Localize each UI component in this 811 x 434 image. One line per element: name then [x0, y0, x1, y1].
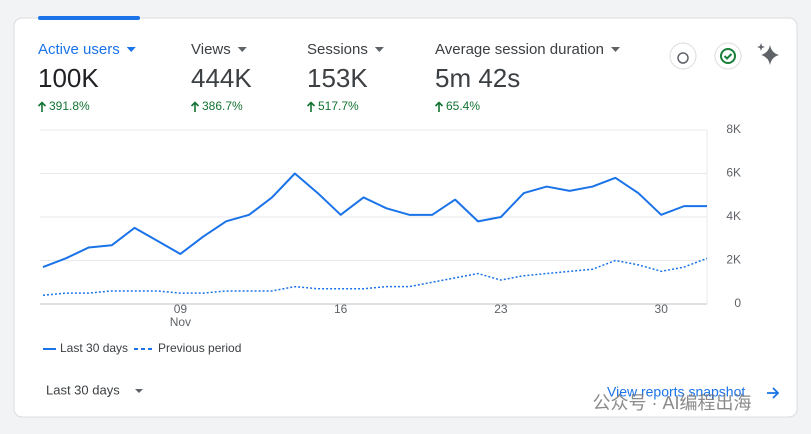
- metric-change: 65.4%: [446, 99, 480, 113]
- tab-indicator: [38, 16, 140, 20]
- check-icon[interactable]: [714, 42, 742, 70]
- watermark: 公众号 · AI编程出海: [592, 393, 751, 413]
- metric-label[interactable]: Average session duration: [435, 41, 604, 58]
- metric-dropdown-arrow: [126, 47, 136, 52]
- metric-value: 153K: [307, 63, 368, 93]
- x-month-label: Nov: [170, 315, 191, 329]
- y-tick-label: 0: [734, 296, 741, 310]
- badge-icon[interactable]: [669, 42, 697, 70]
- x-tick-label: 30: [655, 302, 669, 316]
- badge-glyph: [677, 52, 689, 64]
- check-ring: [720, 48, 736, 64]
- metric-value: 5m 42s: [435, 63, 520, 93]
- metric-label[interactable]: Active users: [38, 41, 120, 58]
- metric-change: 386.7%: [202, 99, 243, 113]
- legend-label: Last 30 days: [60, 341, 128, 355]
- up-arrow: [434, 101, 444, 112]
- x-tick-label: 09: [174, 302, 188, 316]
- x-tick-label: 16: [334, 302, 348, 316]
- metric-value: 444K: [191, 63, 252, 93]
- check-circle: [714, 42, 742, 70]
- insights-icon[interactable]: [757, 43, 779, 65]
- metric-dropdown-arrow: [374, 47, 384, 52]
- series-line: [42, 172, 707, 268]
- date-range-dropdown[interactable]: Last 30 days: [46, 382, 120, 397]
- legend-label: Previous period: [158, 341, 241, 355]
- check-glyph: [723, 53, 733, 60]
- up-arrow: [306, 101, 316, 112]
- up-arrow: [37, 101, 47, 112]
- y-tick-label: 8K: [726, 122, 741, 136]
- y-tick-label: 2K: [726, 253, 741, 267]
- metric-dropdown-arrow: [611, 47, 620, 52]
- link-arrow[interactable]: [767, 387, 780, 399]
- metric-label[interactable]: Sessions: [307, 41, 368, 58]
- up-arrow: [190, 101, 200, 112]
- metric-dropdown-arrow: [237, 47, 247, 52]
- metric-value: 100K: [38, 63, 99, 93]
- series-line: [42, 257, 708, 297]
- x-tick-label: 23: [494, 302, 508, 316]
- badge-circle: [669, 42, 697, 70]
- y-tick-label: 4K: [726, 209, 741, 223]
- y-tick-label: 6K: [726, 166, 741, 180]
- view-report-link[interactable]: View reports snapshot: [607, 384, 745, 400]
- dropdown-arrow[interactable]: [135, 389, 143, 393]
- metric-label[interactable]: Views: [191, 41, 231, 58]
- metric-change: 391.8%: [49, 99, 90, 113]
- metric-change: 517.7%: [318, 99, 359, 113]
